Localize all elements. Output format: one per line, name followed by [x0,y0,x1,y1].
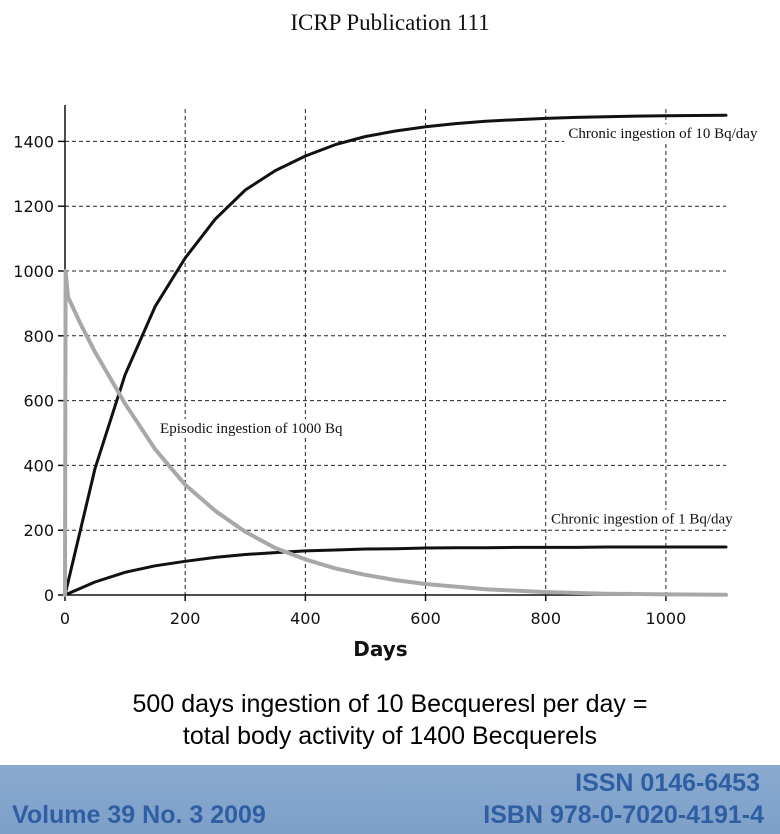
isbn-label: ISBN 978-0-7020-4191-4 [483,801,764,829]
x-tick-label: 200 [170,609,201,628]
caption: 500 days ingestion of 10 Becqueresl per … [0,688,780,752]
decay-chart: 0 200 400 600 800 1000 1200 1400 0 200 400 600 800 10… [13,105,762,661]
chart-grid [65,109,726,595]
annotation-backdrop [547,509,737,529]
volume-label: Volume 39 No. 3 2009 [12,801,266,829]
page-title: ICRP Publication 111 [290,10,490,35]
annotation-label: Chronic ingestion of 1 Bq/day [551,512,733,528]
chart-annotations: Chronic ingestion of 10 Bq/day Episodic i… [156,124,762,529]
x-axis-label: Days [353,637,407,661]
series-line-episodic1000 [63,269,728,597]
series-line-chronic1 [63,545,728,597]
chart-axes: 0 200 400 600 800 1000 1200 1400 0 200 400 600 800 10… [13,105,726,661]
x-tick-label: 400 [290,609,321,628]
chart-series [63,113,728,597]
x-tick-label: 800 [530,609,561,628]
journal-footer: ISSN 0146-6453 Volume 39 No. 3 2009 ISBN… [0,765,780,834]
y-tick-label: 800 [23,327,54,346]
caption-line-1: 500 days ingestion of 10 Becqueresl per … [132,690,648,718]
y-tick-label: 400 [23,456,54,475]
x-tick-label: 600 [410,609,441,628]
y-tick-label: 1000 [13,262,54,281]
y-tick-label: 0 [44,586,54,605]
annotation-backdrop [564,124,762,144]
y-tick-label: 1400 [13,132,54,151]
caption-line-2: total body activity of 1400 Becquerels [182,722,598,750]
y-tick-label: 200 [23,521,54,540]
issn-label: ISSN 0146-6453 [575,769,760,797]
x-tick-label: 1000 [646,609,687,628]
annotation-label: Chronic ingestion of 10 Bq/day [568,126,758,142]
series-line-chronic10 [63,113,728,597]
annotation-backdrop [156,419,347,438]
y-tick-label: 1200 [13,197,54,216]
y-tick-label: 600 [23,392,54,411]
annotation-label: Episodic ingestion of 1000 Bq [160,421,343,437]
x-tick-label: 0 [60,609,70,628]
